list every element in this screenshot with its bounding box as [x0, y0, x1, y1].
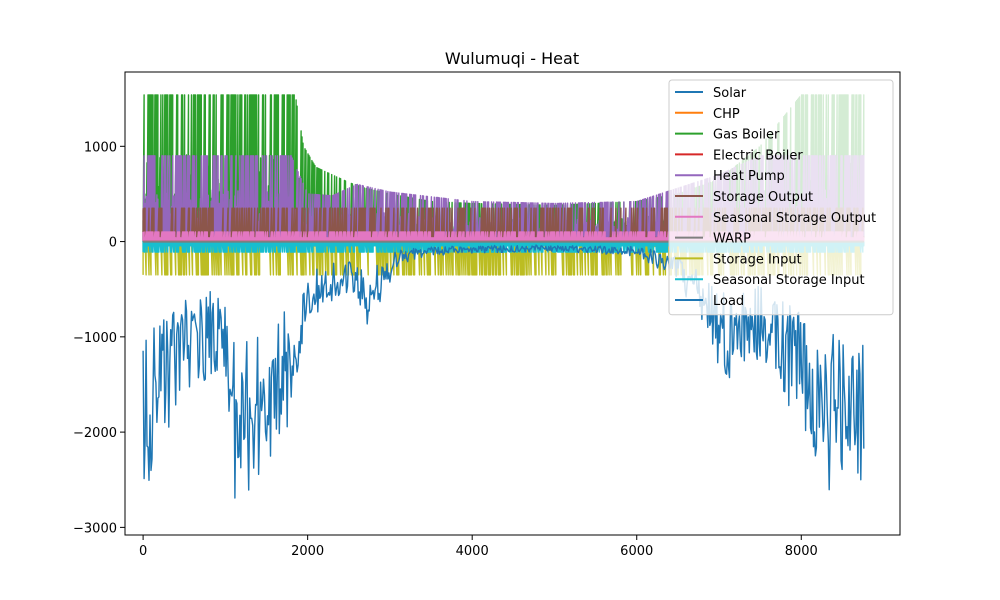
x-tick-label: 8000: [785, 544, 818, 559]
y-tick-label: 0: [109, 236, 117, 251]
chart-title: Wulumuqi - Heat: [445, 49, 579, 68]
legend-label-seasonal-storage-output: Seasonal Storage Output: [713, 211, 876, 226]
legend-label-chp: CHP: [713, 107, 740, 122]
y-tick-label: −3000: [73, 521, 117, 536]
x-tick-label: 0: [139, 544, 147, 559]
legend-label-electric-boiler: Electric Boiler: [713, 148, 803, 163]
legend-label-load: Load: [713, 294, 744, 309]
legend-label-storage-output: Storage Output: [713, 190, 813, 205]
legend-label-heat-pump: Heat Pump: [713, 169, 785, 184]
y-axis: −3000 −2000 −1000 0 1000: [73, 140, 125, 536]
series-line-load: [142, 244, 865, 499]
legend-box: [668, 79, 894, 316]
x-tick-label: 2000: [291, 544, 324, 559]
x-tick-label: 6000: [620, 544, 653, 559]
legend-label-seasonal-storage-input: Seasonal Storage Input: [713, 273, 865, 288]
legend-label-warp: WARP: [713, 232, 751, 247]
y-tick-label: 1000: [84, 140, 117, 155]
y-tick-label: −1000: [73, 331, 117, 346]
x-axis: 0 2000 4000 6000 8000: [139, 535, 818, 559]
axes-border: [124, 71, 901, 536]
x-tick-label: 4000: [456, 544, 489, 559]
legend-label-storage-input: Storage Input: [713, 252, 802, 267]
legend-label-gas-boiler: Gas Boiler: [713, 128, 780, 143]
legend-label-solar: Solar: [713, 86, 747, 101]
y-tick-label: −2000: [73, 426, 117, 441]
legend: Solar CHP Gas Boiler Electric Boiler Heat Pu…: [668, 79, 894, 316]
